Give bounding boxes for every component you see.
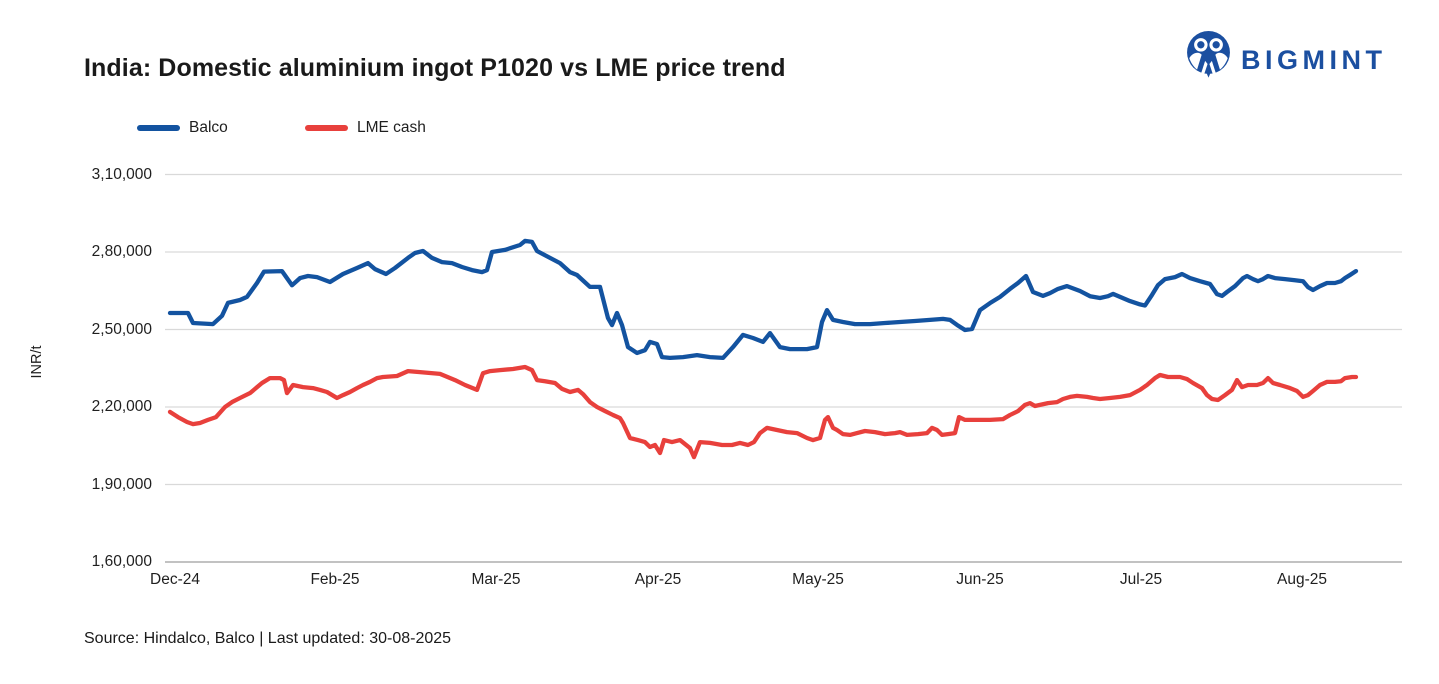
- y-tick-label: 2,50,000: [91, 320, 152, 338]
- y-tick-label: 2,20,000: [91, 398, 152, 415]
- x-tick-label: Aug-25: [1277, 571, 1327, 588]
- legend-item-lme-cash: LME cash: [305, 118, 426, 138]
- x-tick-label: Mar-25: [471, 571, 521, 588]
- bigmint-logo: BIGMINT: [1186, 30, 1382, 78]
- bigmint-logo-icon: [1187, 31, 1230, 78]
- x-tick-label: May-25: [792, 571, 844, 588]
- x-tick-label: Apr-25: [634, 571, 682, 588]
- x-tick-label: Jun-25: [956, 571, 1004, 588]
- x-tick-label: Dec-24: [150, 571, 200, 588]
- page-title: India: Domestic aluminium ingot P1020 vs…: [84, 54, 786, 82]
- y-tick-label: 3,10,000: [91, 165, 152, 183]
- y-tick-label: 1,60,000: [91, 553, 152, 570]
- balco-line: [167, 238, 1359, 361]
- legend-label-balco: Balco: [189, 119, 228, 136]
- balco-line-swatch: [137, 125, 180, 131]
- bigmint-logo-text: BIGMINT: [1241, 45, 1387, 75]
- y-tick-label: 1,90,000: [91, 475, 152, 493]
- x-tick-label: Jul-25: [1119, 571, 1163, 588]
- lme-cash-line: [167, 364, 1359, 460]
- legend-label-lme-cash: LME cash: [357, 119, 426, 136]
- y-tick-label: 2,80,000: [91, 243, 152, 260]
- x-tick-label: Feb-25: [310, 571, 360, 588]
- lme-cash-line-swatch: [305, 125, 348, 131]
- legend-item-balco: Balco: [137, 118, 228, 138]
- source-note: Source: Hindalco, Balco | Last updated: …: [84, 630, 452, 647]
